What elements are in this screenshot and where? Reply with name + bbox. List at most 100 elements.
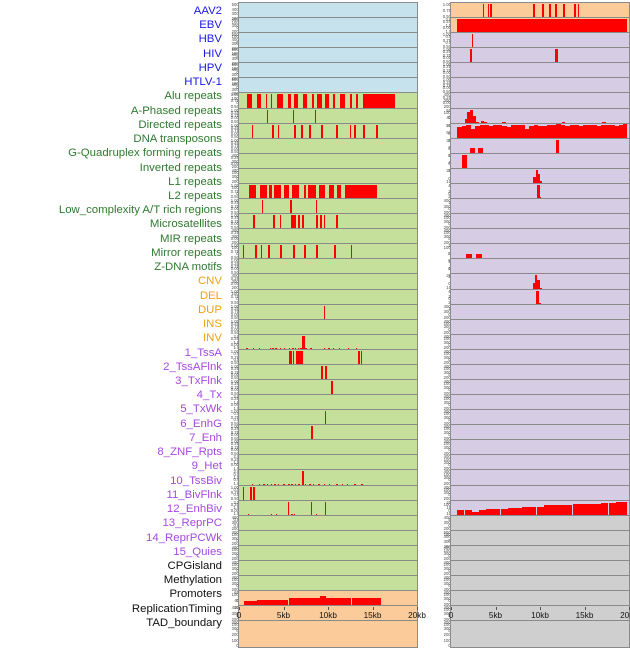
track-label-10-tssbiv: 10_TssBiv: [170, 474, 222, 487]
data-bar: [259, 184, 267, 210]
y-tick-label: 1.00: [230, 258, 239, 264]
y-tick-label: 1.00: [230, 484, 239, 490]
y-tick-label: 0: [449, 252, 451, 256]
data-bar: [469, 49, 473, 75]
y-tick-label: 300: [443, 581, 451, 586]
track-label-dup: DUP: [197, 303, 222, 316]
y-tick-label: 300: [443, 596, 451, 601]
data-bar: [295, 350, 303, 376]
x-tick-label-right: 15kb: [575, 611, 594, 620]
y-tick-label: 0.5: [233, 471, 239, 477]
y-tick-label: 4: [449, 289, 451, 294]
data-bar: [324, 501, 326, 527]
y-tick-label: 0.75: [230, 445, 239, 450]
y-tick-label: 1.00: [230, 424, 239, 430]
y-tick-label: 0.25: [230, 125, 239, 130]
data-bar: [574, 4, 576, 29]
track-label-l2-repeats: L2 repeats: [168, 189, 222, 202]
y-tick-label: 0.25: [230, 200, 239, 206]
y-tick-label: 2.0: [445, 17, 451, 22]
y-tick-label: 200: [231, 556, 239, 562]
y-tick-label: 400: [231, 605, 239, 611]
y-tick-label: 400: [231, 514, 239, 520]
y-tick-label: 2: [449, 252, 451, 256]
data-bar: [469, 109, 474, 135]
y-tick-label: 0: [449, 614, 451, 618]
y-tick-label: 0.75: [230, 354, 239, 360]
y-tick-label: 300: [443, 400, 451, 405]
y-tick-label: 0.50: [230, 420, 239, 426]
y-tick-label: 10: [446, 179, 451, 185]
y-tick-label: 500: [231, 2, 239, 7]
data-bar: [484, 125, 489, 150]
x-tick-label-left: 5kb: [276, 611, 291, 620]
y-tick-label: 0.50: [442, 89, 451, 94]
y-tick-label: 0: [449, 493, 451, 498]
y-tick-label: 0.00: [230, 145, 239, 151]
data-bar: [592, 125, 597, 150]
y-tick-label: 200: [443, 390, 451, 396]
data-bar: [302, 215, 304, 241]
data-bar: [320, 365, 323, 391]
data-bar: [497, 124, 503, 150]
y-tick-label: 20: [446, 123, 451, 128]
y-tick-label: 300: [443, 98, 451, 104]
track-label-3-txflnk: 3_TxFlnk: [175, 374, 222, 387]
y-tick-label: 20: [446, 499, 451, 505]
y-tick-label: 100: [443, 592, 451, 598]
y-tick-label: 300: [443, 430, 451, 435]
data-bar: [323, 305, 326, 331]
track-label-ins: INS: [203, 318, 222, 331]
track-label-cpgisland: CPGisland: [167, 559, 222, 572]
track-label-13-reprpc: 13_ReprPC: [162, 517, 222, 530]
y-tick-label: 200: [443, 375, 451, 381]
data-bar: [356, 94, 359, 120]
y-tick-label: 200: [231, 76, 239, 81]
y-tick-label: 2.0: [233, 334, 239, 339]
y-tick-label: 20: [234, 605, 239, 611]
y-tick-label: 1.00: [230, 409, 239, 415]
y-tick-label: 100: [231, 532, 239, 537]
y-tick-label: 0.00: [230, 281, 239, 287]
y-tick-label: 0.75: [230, 219, 239, 224]
y-tick-label: 1.00: [230, 107, 239, 113]
y-tick-label: 3: [449, 189, 451, 194]
y-tick-label: 0.50: [442, 58, 451, 64]
data-bar: [261, 200, 263, 226]
y-tick-label: 0.75: [230, 324, 239, 330]
y-tick-label: 400: [231, 560, 239, 565]
y-tick-label: 0: [449, 176, 451, 181]
data-bar: [487, 4, 490, 29]
data-bar: [363, 124, 365, 150]
y-tick-label: 0.00: [230, 130, 239, 136]
y-tick-label: 1.00: [230, 318, 239, 324]
y-tick-label: 0: [449, 568, 451, 573]
y-tick-label: 100: [443, 456, 451, 462]
data-bar: [535, 290, 539, 316]
y-tick-label: 100: [231, 562, 239, 567]
data-bar: [293, 350, 295, 376]
data-bar: [578, 125, 584, 150]
y-tick-label: 100: [231, 185, 239, 190]
y-tick-label: 400: [443, 454, 451, 460]
y-tick-label: 1: [449, 201, 451, 205]
data-bar: [357, 350, 360, 376]
y-tick-label: 0: [449, 237, 451, 241]
y-tick-label: 100: [443, 502, 451, 507]
data-bar: [490, 4, 492, 29]
data-bar: [242, 486, 245, 512]
y-tick-label: 0: [237, 176, 239, 181]
y-tick-label: 20: [446, 168, 451, 173]
y-tick-label: 0.75: [230, 490, 239, 496]
data-bar: [274, 184, 282, 210]
data-bar: [479, 124, 485, 150]
y-tick-label: 100: [443, 396, 451, 402]
y-tick-label: 400: [231, 273, 239, 279]
track-label-z-dna-motifs: Z-DNA motifs: [154, 261, 222, 274]
y-tick-label: 0.75: [230, 385, 239, 390]
y-tick-label: 0: [449, 312, 451, 317]
y-tick-label: 1.00: [442, 2, 451, 7]
y-tick-label: 300: [443, 520, 451, 526]
y-tick-label: 100: [231, 34, 239, 40]
y-tick-label: 2: [449, 274, 451, 279]
